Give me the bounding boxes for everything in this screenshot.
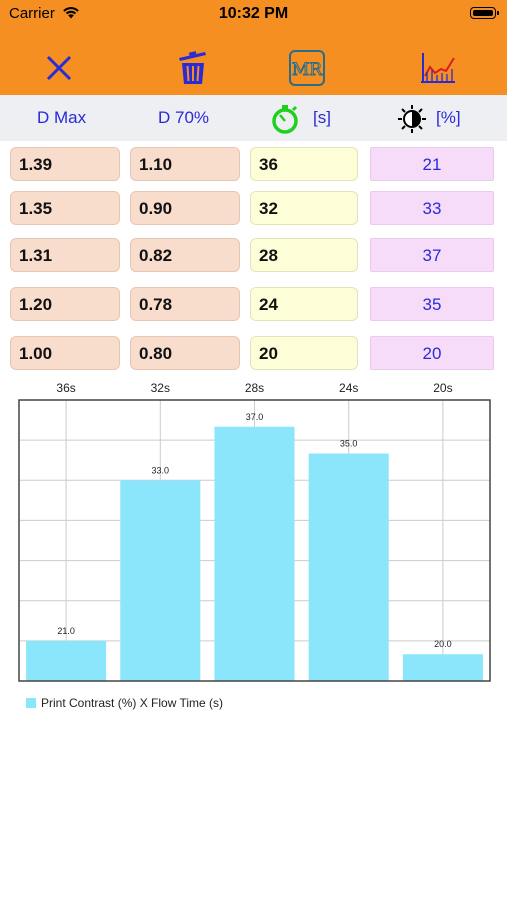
status-time: 10:32 PM xyxy=(218,5,289,22)
chart-bar xyxy=(26,640,107,681)
close-button[interactable] xyxy=(37,48,81,88)
bar-value-label: 21.0 xyxy=(57,626,75,636)
d70-field[interactable]: 0.82 xyxy=(130,238,240,272)
delete-button[interactable] xyxy=(171,48,215,88)
header-dmax: D Max xyxy=(37,108,87,127)
time-field[interactable]: 36 xyxy=(250,147,358,181)
mr-icon: MR xyxy=(289,50,325,86)
d70-field[interactable]: 0.80 xyxy=(130,336,240,370)
x-tick-label: 32s xyxy=(151,381,170,395)
mr-label: MR xyxy=(292,60,323,80)
battery-tip xyxy=(497,11,499,15)
plot-frame xyxy=(18,399,491,682)
d70-field[interactable]: 0.90 xyxy=(130,191,240,225)
time-field[interactable]: 32 xyxy=(250,191,358,225)
bar-value-label: 20.0 xyxy=(434,639,452,649)
chart-bar xyxy=(120,480,201,681)
legend-swatch xyxy=(26,698,36,708)
time-field[interactable]: 24 xyxy=(250,287,358,321)
chart-bar xyxy=(308,453,389,681)
legend-label: Print Contrast (%) X Flow Time (s) xyxy=(41,696,224,710)
contrast-field[interactable]: 21 xyxy=(370,147,494,181)
contrast-field[interactable]: 20 xyxy=(370,336,494,370)
dmax-field[interactable]: 1.35 xyxy=(10,191,120,225)
contrast-field[interactable]: 35 xyxy=(370,287,494,321)
battery-icon xyxy=(470,7,496,19)
stopwatch-icon xyxy=(272,105,298,134)
d70-field[interactable]: 0.78 xyxy=(130,287,240,321)
dmax-field[interactable]: 1.20 xyxy=(10,287,120,321)
trash-icon xyxy=(179,51,206,84)
dmax-field[interactable]: 1.31 xyxy=(10,238,120,272)
d70-field[interactable]: 1.10 xyxy=(130,147,240,181)
header-d70: D 70% xyxy=(158,108,210,127)
x-tick-label: 20s xyxy=(433,381,452,395)
contrast-icon xyxy=(398,105,426,133)
bar-chart: 21.0 36s 33.0 32s 37.0 28s 35.0 24s 20.0 20s xyxy=(18,381,491,682)
mr-button[interactable]: MR xyxy=(285,48,329,88)
bar-value-label: 37.0 xyxy=(246,412,264,422)
status-bar: Carrier 10:32 PM xyxy=(0,0,507,28)
wifi-icon xyxy=(63,7,79,19)
time-field[interactable]: 20 xyxy=(250,336,358,370)
carrier-label: Carrier xyxy=(9,5,55,22)
close-icon xyxy=(46,55,72,81)
dmax-field[interactable]: 1.39 xyxy=(10,147,120,181)
bar-value-label: 33.0 xyxy=(152,465,170,475)
dmax-field[interactable]: 1.00 xyxy=(10,336,120,370)
bar-value-label: 35.0 xyxy=(340,439,358,449)
chart-icon xyxy=(421,53,455,83)
contrast-field[interactable]: 33 xyxy=(370,191,494,225)
header-contrast-unit: [%] xyxy=(436,108,461,127)
x-tick-label: 28s xyxy=(245,381,264,395)
time-field[interactable]: 28 xyxy=(250,238,358,272)
chart-bar xyxy=(402,654,483,681)
x-tick-label: 36s xyxy=(56,381,75,395)
header-time-unit: [s] xyxy=(313,108,331,127)
chart-bar xyxy=(214,426,295,681)
contrast-field[interactable]: 37 xyxy=(370,238,494,272)
x-tick-label: 24s xyxy=(339,381,358,395)
chart-button[interactable] xyxy=(416,48,460,88)
